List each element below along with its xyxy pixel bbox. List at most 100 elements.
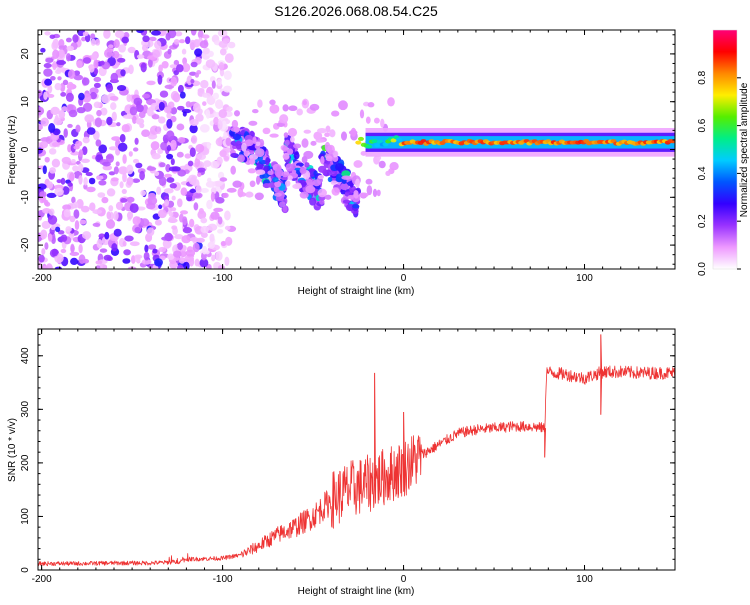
heatmap-blob	[353, 189, 359, 199]
heatmap-blob	[114, 30, 125, 39]
heatmap-blob	[163, 188, 174, 194]
heatmap-blob	[194, 258, 200, 267]
heatmap-blob	[65, 53, 71, 62]
heatmap-blob	[43, 63, 52, 69]
heatmap-blob	[106, 83, 114, 93]
heatmap-blob	[141, 129, 151, 138]
heatmap-blob	[200, 232, 208, 238]
heatmap-blob	[189, 39, 196, 50]
heatmap-blob	[86, 127, 96, 135]
heatmap-blob	[100, 107, 108, 116]
snr-y-axis-label: SNR (10 * v/v)	[7, 418, 18, 482]
heatmap-blob	[108, 146, 118, 151]
heatmap-blob	[104, 231, 110, 240]
heatmap-blob	[47, 84, 53, 94]
heatmap-blob	[67, 123, 73, 128]
heatmap-blob	[324, 132, 331, 137]
heatmap-blob	[78, 149, 84, 157]
heatmap-blob	[225, 236, 233, 246]
heatmap-blob	[158, 176, 167, 187]
heatmap-blob	[192, 242, 200, 253]
heatmap-blob	[99, 248, 108, 253]
heatmap-blob	[162, 238, 172, 249]
heatmap-blob	[81, 146, 88, 156]
heatmap-blob	[194, 48, 203, 57]
heatmap-blob	[93, 59, 99, 70]
heatmap-blob	[48, 123, 56, 133]
heatmap-blob	[91, 52, 98, 61]
heatmap-blob	[212, 92, 220, 100]
heatmap-blob	[174, 234, 184, 240]
heatmap-blob	[224, 256, 230, 266]
heatmap-blob	[113, 228, 122, 237]
heatmap-blob	[390, 138, 397, 143]
heatmap-blob	[360, 150, 367, 156]
heatmap-blob	[110, 177, 119, 182]
heatmap-blob	[115, 148, 121, 156]
heatmap-blob	[371, 139, 378, 144]
heatmap-blob	[95, 260, 103, 265]
heatmap-blob	[47, 233, 53, 242]
heatmap-blob	[129, 106, 138, 116]
heatmap-blob	[56, 60, 67, 66]
heatmap-blob	[69, 251, 80, 257]
heatmap-blob	[111, 50, 120, 59]
heatmap-blob	[177, 84, 184, 93]
heatmap-blob	[67, 144, 72, 153]
heatmap-blob	[93, 76, 102, 82]
heatmap-blob	[199, 258, 209, 268]
heatmap-blob	[38, 254, 45, 263]
heatmap-blob	[151, 152, 161, 160]
heatmap-blob	[226, 187, 237, 193]
heatmap-blob	[257, 99, 263, 108]
heatmap-blob	[78, 92, 85, 101]
heatmap-blob	[262, 183, 271, 189]
heatmap-blob	[284, 139, 290, 147]
x-tick-label: -200	[32, 273, 52, 284]
heatmap-blob	[52, 38, 60, 49]
snr-x-ticks: -200 -100 0 100	[32, 329, 676, 585]
heatmap-blob	[72, 165, 79, 172]
heatmap-blob	[213, 207, 224, 213]
heatmap-blob	[170, 106, 178, 115]
heatmap-blob	[279, 114, 289, 124]
y-tick-label: 300	[20, 401, 31, 418]
heatmap-blob	[282, 152, 290, 160]
heatmap-blob	[128, 151, 133, 157]
y-tick-label: -20	[20, 237, 31, 252]
heatmap-blob	[255, 141, 261, 147]
heatmap-blob	[173, 39, 180, 45]
heatmap-blob	[157, 209, 167, 219]
heatmap-blob	[317, 127, 327, 134]
heatmap-blob	[315, 138, 326, 143]
heatmap-blob	[66, 104, 74, 111]
heatmap-blob	[58, 45, 66, 51]
heatmap-blob	[113, 210, 119, 221]
heatmap-blob	[167, 101, 175, 109]
heatmap-blob	[113, 166, 119, 175]
heatmap-blob	[288, 105, 298, 112]
heatmap-blob	[62, 204, 72, 211]
heatmap-blob	[154, 40, 162, 49]
heatmap-blob	[220, 240, 227, 247]
heatmap-blob	[78, 243, 83, 254]
heatmap-blob	[267, 170, 274, 176]
heatmap-blob	[78, 254, 86, 265]
heatmap-blob	[373, 117, 380, 124]
heatmap-blob	[200, 225, 209, 234]
heatmap-blob	[188, 256, 195, 267]
heatmap-blob	[164, 199, 170, 207]
snr-y-ticks: 0 100 200 300 400	[20, 333, 675, 573]
heatmap-blob	[169, 183, 177, 189]
y-tick-label: 10	[20, 96, 31, 108]
heatmap-blob	[111, 111, 117, 122]
heatmap-blob	[52, 49, 60, 60]
heatmap-blob	[203, 160, 212, 167]
heatmap-blob	[158, 162, 166, 168]
heatmap-blob	[287, 175, 293, 181]
heatmap-blob	[274, 192, 282, 197]
heatmap-blob	[252, 108, 259, 114]
heatmap-blob	[189, 124, 198, 134]
heatmap-blob	[182, 57, 188, 65]
heatmap-blob	[141, 44, 149, 52]
